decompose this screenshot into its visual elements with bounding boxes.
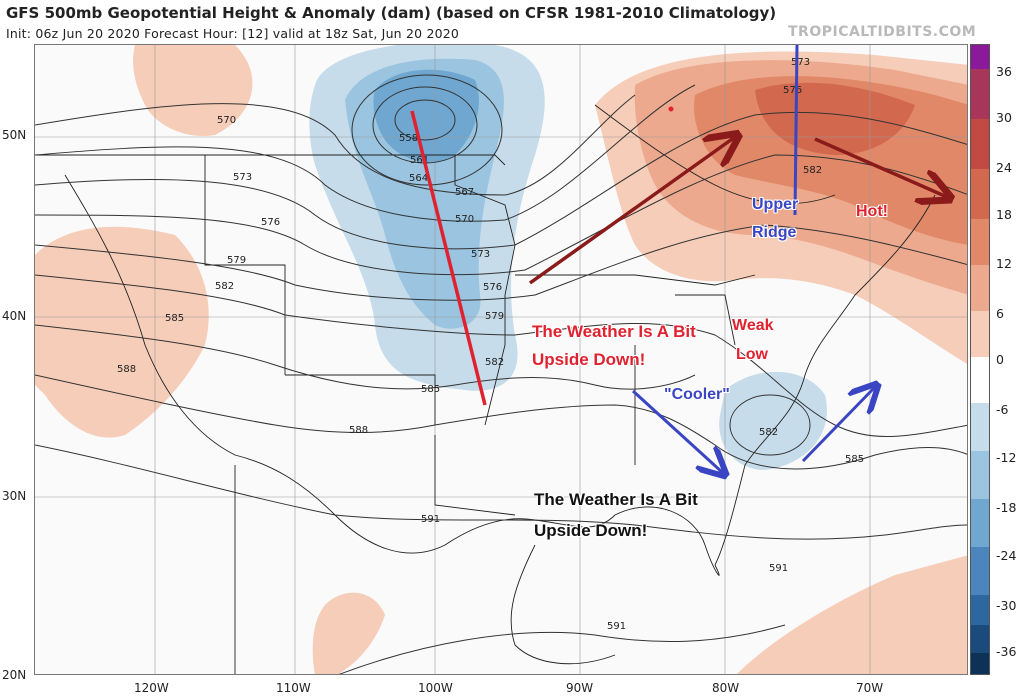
trough-axis-line: [410, 110, 487, 406]
colorbar-label: -12: [996, 450, 1017, 465]
colorbar-swatch: [971, 653, 989, 674]
colorbar-swatch: [971, 69, 989, 119]
colorbar-swatch: [971, 311, 989, 357]
colorbar-swatch: [971, 265, 989, 311]
ridge-axis-line: [793, 45, 799, 216]
lon-label-100w: 100W: [418, 681, 453, 695]
colorbar-label: -18: [996, 500, 1017, 515]
contour-label: 564: [409, 173, 428, 184]
contour-label: 579: [227, 255, 246, 266]
colorbar-swatch: [971, 45, 989, 69]
contour-label: 591: [421, 514, 440, 525]
annotation-hot: Hot!: [856, 203, 888, 220]
contour-label: 576: [783, 85, 802, 96]
contour-label: 582: [803, 165, 822, 176]
colorbar-swatch: [971, 219, 989, 265]
annotation-low: Low: [736, 346, 768, 363]
contour-label: 576: [261, 217, 280, 228]
map-svg: 570 573 576 579 582 585 588 591 558 561 …: [35, 45, 967, 674]
graticule: [35, 45, 967, 674]
lat-label-30n: 30N: [2, 489, 27, 503]
contour-label: 567: [455, 187, 474, 198]
site-watermark: TROPICALTIDBITS.COM: [788, 24, 977, 40]
colorbar-label: 0: [996, 352, 1004, 367]
contour-label: 573: [471, 249, 490, 260]
colorbar-swatch: [971, 499, 989, 547]
annotation-weak: Weak: [732, 317, 774, 334]
contour-labels: 570 573 576 579 582 585 588 591 558 561 …: [117, 57, 864, 632]
annotation-cooler: "Cooler": [664, 386, 730, 403]
colorbar-label: -6: [996, 402, 1009, 417]
annotation-ridge: Ridge: [752, 224, 797, 241]
colorbar-label: 24: [996, 160, 1012, 175]
contour-label: 570: [217, 115, 236, 126]
red-dot-marker: [668, 106, 674, 112]
contour-label: 588: [117, 364, 136, 375]
cool-flow-arrow-southeast: [631, 389, 723, 473]
colorbar-label: -36: [996, 644, 1017, 659]
colorbar-swatch: [971, 547, 989, 595]
colorbar-swatch: [971, 625, 989, 653]
colorbar-swatch: [971, 357, 989, 403]
lon-label-90w: 90W: [566, 681, 594, 695]
contour-label: 573: [233, 172, 252, 183]
colorbar-swatch: [971, 169, 989, 219]
colorbar-swatch: [971, 119, 989, 169]
lon-label-110w: 110W: [276, 681, 311, 695]
annotation-weather-black-line1: The Weather Is A Bit: [534, 490, 698, 509]
ridge-arrow-east: [814, 137, 947, 197]
contour-label: 591: [607, 621, 626, 632]
colorbar-label: -24: [996, 548, 1017, 563]
height-contours: [35, 74, 967, 674]
contour-label: 561: [410, 155, 429, 166]
lon-label-70w: 70W: [856, 681, 884, 695]
lat-label-20n: 20N: [2, 668, 27, 682]
annotation-upper: Upper: [752, 196, 799, 213]
ridge-arrow-sw-ne: [528, 137, 735, 285]
colorbar-label: 6: [996, 306, 1004, 321]
contour-label: 582: [759, 427, 778, 438]
colorbar-swatch: [971, 403, 989, 451]
contour-label: 591: [769, 563, 788, 574]
annotation-weather-red-line1: The Weather Is A Bit: [532, 322, 696, 341]
contour-label: 582: [215, 281, 234, 292]
annotation-weather-black-line2: Upside Down!: [534, 521, 648, 540]
contour-label: 570: [455, 214, 474, 225]
lat-label-50n: 50N: [2, 128, 27, 142]
map-subtitle: Init: 06z Jun 20 2020 Forecast Hour: [12…: [6, 26, 460, 41]
lon-label-80w: 80W: [712, 681, 740, 695]
colorbar-swatch: [971, 451, 989, 499]
contour-label: 576: [483, 282, 502, 293]
contour-label: 582: [485, 357, 504, 368]
contour-label: 585: [421, 384, 440, 395]
annotation-weather-red-line2: Upside Down!: [532, 350, 646, 369]
colorbar-label: 12: [996, 256, 1012, 271]
map-panel: 570 573 576 579 582 585 588 591 558 561 …: [34, 44, 968, 675]
contour-label: 579: [485, 311, 504, 322]
lat-label-40n: 40N: [2, 309, 27, 323]
cool-flow-arrow-northeast: [801, 387, 875, 463]
map-title: GFS 500mb Geopotential Height & Anomaly …: [6, 4, 777, 22]
anomaly-colorbar: [970, 44, 990, 675]
colorbar-label: 18: [996, 207, 1012, 222]
contour-label: 588: [349, 425, 368, 436]
colorbar-label: -30: [996, 598, 1017, 613]
contour-label: 585: [845, 454, 864, 465]
colorbar-swatch: [971, 595, 989, 625]
contour-label: 558: [399, 133, 418, 144]
contour-label: 585: [165, 313, 184, 324]
contour-label: 573: [791, 57, 810, 68]
lon-label-120w: 120W: [134, 681, 169, 695]
colorbar-label: 30: [996, 110, 1012, 125]
colorbar-label: 36: [996, 64, 1012, 79]
